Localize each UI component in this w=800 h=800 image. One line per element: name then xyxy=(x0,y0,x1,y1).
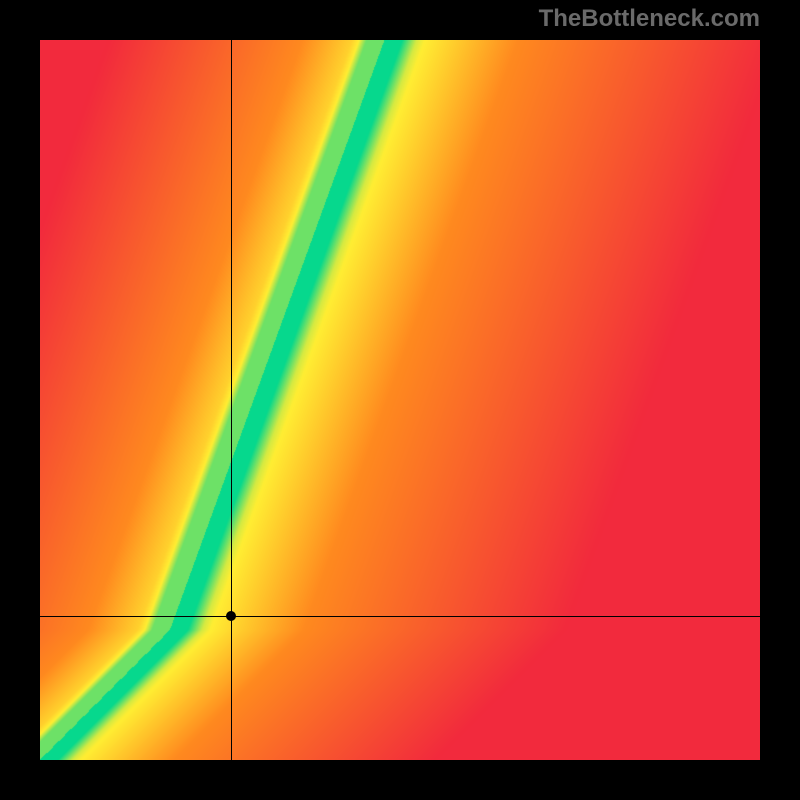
watermark-text: TheBottleneck.com xyxy=(539,5,760,33)
crosshair-vertical xyxy=(231,40,232,760)
marker-dot xyxy=(226,611,236,621)
crosshair-horizontal xyxy=(40,616,760,617)
bottleneck-heatmap xyxy=(40,40,760,760)
root-container: TheBottleneck.com xyxy=(0,0,800,800)
